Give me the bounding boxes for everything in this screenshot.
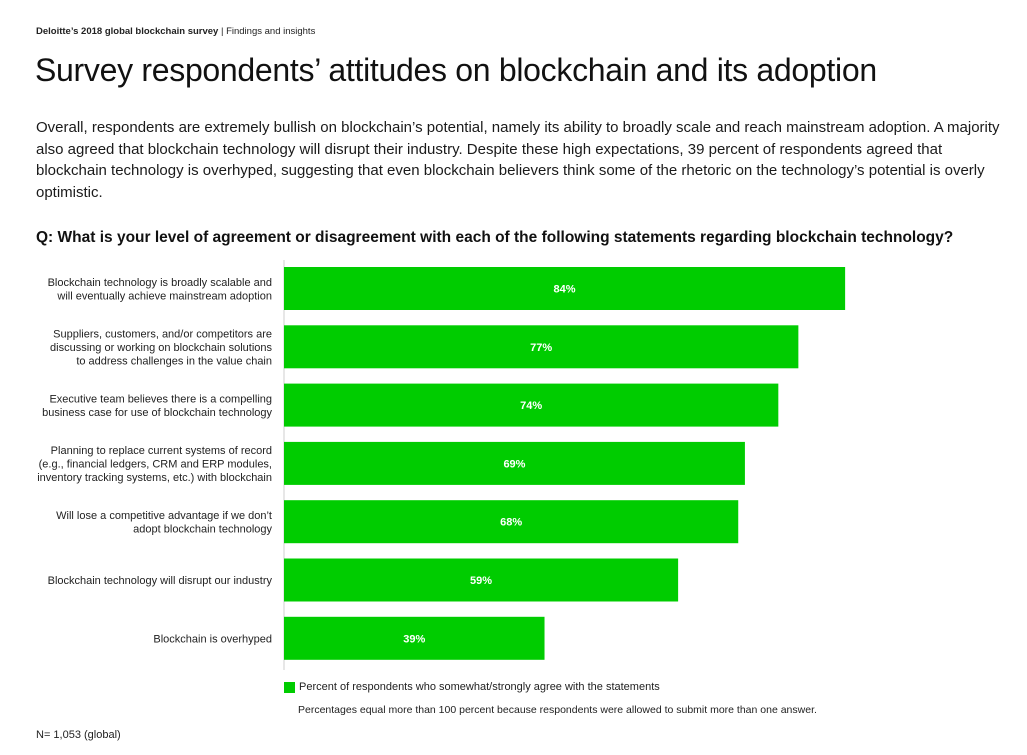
intro-paragraph: Overall, respondents are extremely bulli… [36, 119, 1000, 201]
category-label-7: Blockchain is overhyped [153, 633, 272, 645]
category-label-4: Planning to replace current systems of r… [37, 445, 272, 484]
bar-1 [284, 267, 846, 310]
category-label-line: Suppliers, customers, and/or competitors… [53, 328, 272, 340]
category-label-3: Executive team believes there is a compe… [42, 393, 272, 419]
category-label-line: Blockchain technology is broadly scalabl… [48, 277, 272, 289]
category-label-line: Blockchain is overhyped [153, 633, 272, 645]
category-label-line: (e.g., financial ledgers, CRM and ERP mo… [39, 458, 272, 470]
bar-6 [284, 558, 679, 602]
legend-swatch [284, 681, 295, 693]
category-label-line: adopt blockchain technology [133, 523, 272, 535]
bar-value-label-6: 59% [470, 575, 492, 587]
report-header: Deloitte’s 2018 global blockchain survey… [36, 26, 315, 37]
bar-2 [284, 325, 799, 369]
page-title: Survey respondents’ attitudes on blockch… [35, 52, 877, 88]
bar-7 [284, 616, 545, 660]
bar-chart: 84% Blockchain technology is broadly scal… [37, 260, 846, 670]
header-separator: | [218, 26, 227, 37]
category-label-line: business case for use of blockchain tech… [42, 407, 272, 419]
category-label-line: inventory tracking systems, etc.) with b… [37, 472, 272, 484]
bar-value-label-4: 69% [503, 458, 525, 470]
bar-value-label-7: 39% [403, 633, 425, 645]
category-label-2: Suppliers, customers, and/or competitors… [50, 328, 272, 367]
bar-value-label-3: 74% [520, 400, 542, 412]
category-label-line: discussing or working on blockchain solu… [50, 342, 272, 354]
bar-value-label-2: 77% [530, 342, 552, 354]
category-label-line: Executive team believes there is a compe… [49, 393, 272, 405]
bar-4 [284, 441, 745, 485]
sample-size-note: N= 1,053 (global) [36, 729, 121, 741]
category-label-6: Blockchain technology will disrupt our i… [48, 575, 273, 587]
bar-3 [284, 383, 779, 427]
category-label-5: Will lose a competitive advantage if we … [56, 510, 272, 536]
category-label-line: Will lose a competitive advantage if we … [56, 510, 272, 522]
report-section: Findings and insights [226, 26, 316, 37]
chart-legend: Percent of respondents who somewhat/stro… [284, 681, 660, 693]
bars-layer: 84% Blockchain technology is broadly scal… [37, 267, 846, 660]
bar-5 [284, 500, 739, 544]
legend-label: Percent of respondents who somewhat/stro… [299, 681, 660, 693]
category-label-line: Blockchain technology will disrupt our i… [48, 575, 273, 587]
chart-footnote: Percentages equal more than 100 percent … [298, 704, 817, 716]
survey-question: Q: What is your level of agreement or di… [36, 229, 954, 246]
bar-value-label-1: 84% [554, 284, 576, 296]
category-label-1: Blockchain technology is broadly scalabl… [48, 277, 272, 303]
category-label-line: will eventually achieve mainstream adopt… [56, 290, 272, 302]
category-label-line: Planning to replace current systems of r… [51, 445, 272, 457]
category-label-line: to address challenges in the value chain [76, 355, 272, 367]
report-brand: Deloitte’s 2018 global blockchain survey [36, 26, 219, 37]
bar-value-label-5: 68% [500, 517, 522, 529]
